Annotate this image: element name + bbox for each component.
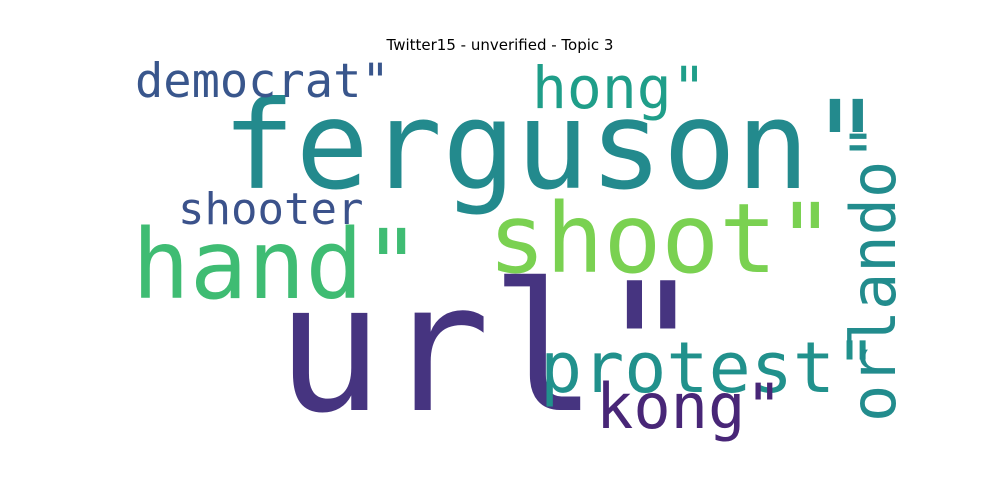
- word-hand: hand": [132, 209, 421, 321]
- figure-title: Twitter15 - unverified - Topic 3: [386, 36, 614, 54]
- word-kong: kong": [596, 370, 783, 443]
- word-orlando: orlando": [837, 123, 910, 422]
- word-shooter: shooter: [178, 184, 363, 235]
- word-protest: protest": [540, 327, 877, 409]
- word-ferguson: ferguson": [222, 75, 883, 217]
- word-shoot: shoot": [488, 183, 835, 295]
- word-url: url": [276, 245, 705, 452]
- word-hong: hong": [532, 54, 707, 122]
- word-democrat: democrat": [135, 54, 390, 109]
